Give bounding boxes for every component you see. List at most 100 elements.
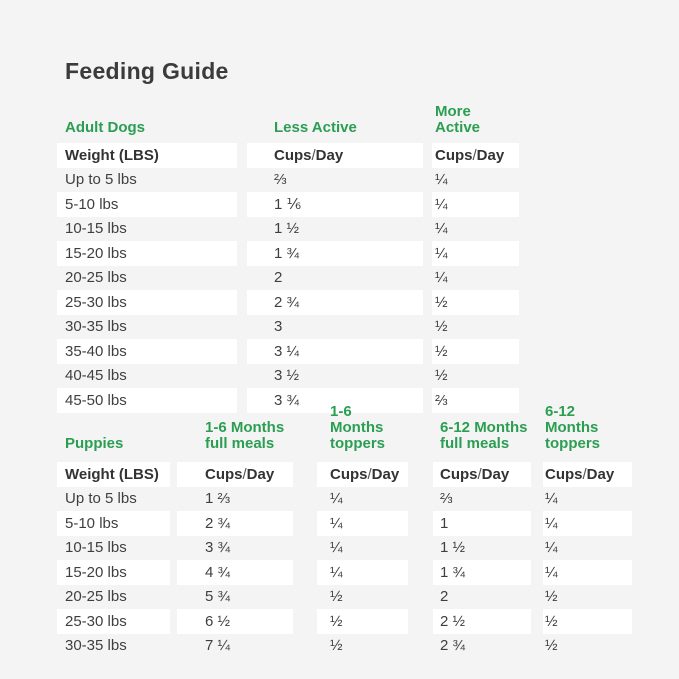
column-gutter: [293, 585, 317, 610]
table-cell: 1 ⅙: [247, 192, 423, 217]
table-cell: ¼: [543, 560, 632, 585]
column-gutter: [170, 634, 177, 659]
header-text: Cups: [440, 465, 478, 483]
column-gutter: [170, 462, 177, 487]
section-header-line: full meals: [205, 435, 275, 452]
column-gutter: [170, 560, 177, 585]
table-cell: ⅔: [440, 490, 453, 508]
table-row: 45-50 lbs 3 ¾ ⅔: [57, 388, 519, 413]
table-cell: 6 ½: [177, 609, 293, 634]
table-cell: ¼: [435, 220, 448, 238]
section-header-line: Puppies: [65, 435, 124, 452]
section-header-line: 6-12 Months: [440, 419, 528, 436]
table-cell: Up to 5 lbs: [65, 490, 137, 508]
table-cell: 25-30 lbs: [57, 290, 237, 315]
section-header-line: More Active: [435, 103, 481, 136]
header-text: Day: [481, 465, 510, 483]
header-text: Day: [371, 465, 400, 483]
column-header: Cups / Day: [543, 462, 632, 487]
table-cell: ½: [330, 588, 343, 606]
header-text: Weight (LBS): [65, 465, 159, 483]
column-gutter: [423, 339, 432, 364]
table-cell: 1 ¾: [247, 241, 423, 266]
slash-separator: /: [477, 465, 482, 483]
column-gutter: [237, 104, 247, 136]
table-cell: ½: [435, 367, 448, 385]
column-gutter: [293, 487, 317, 512]
header-text: Day: [246, 465, 275, 483]
table-row: 35-40 lbs 3 ¼ ½: [57, 339, 519, 364]
table-row: 25-30 lbs 2 ¾ ½: [57, 290, 519, 315]
column-gutter: [408, 536, 433, 561]
column-gutter: [423, 168, 432, 193]
slash-separator: /: [242, 465, 247, 483]
table-cell: ¼: [432, 241, 519, 266]
column-gutter: [170, 585, 177, 610]
table-cell: ¼: [435, 171, 448, 189]
table-cell: ¼: [543, 511, 632, 536]
column-gutter: [531, 487, 543, 512]
table-cell: 5 ¾: [205, 588, 231, 606]
table-cell: 5-10 lbs: [57, 511, 170, 536]
table-row: 30-35 lbs 3 ½: [57, 315, 519, 340]
column-gutter: [408, 560, 433, 585]
column-gutter: [423, 290, 432, 315]
table-cell: 3 ¼: [247, 339, 423, 364]
column-gutter: [237, 364, 247, 389]
section-header-line: 6-12 Months: [545, 403, 599, 436]
column-gutter: [408, 585, 433, 610]
column-gutter: [237, 217, 247, 242]
column-gutter: [170, 404, 177, 452]
table-cell: 35-40 lbs: [57, 339, 237, 364]
column-gutter: [408, 511, 433, 536]
column-gutter: [237, 266, 247, 291]
table-cell: ¼: [545, 539, 558, 557]
header-text: Weight (LBS): [65, 146, 159, 164]
table-cell: 10-15 lbs: [65, 539, 127, 557]
column-gutter: [408, 462, 433, 487]
column-gutter: [531, 536, 543, 561]
table-row: Up to 5 lbs 1 ⅔ ¼ ⅔ ¼: [57, 487, 632, 512]
section-header: 6-12 Months full meals: [433, 420, 531, 452]
column-gutter: [293, 560, 317, 585]
column-gutter: [423, 266, 432, 291]
table-row: 25-30 lbs 6 ½ ½ 2 ½ ½: [57, 609, 632, 634]
table-cell: 3 ½: [274, 367, 300, 385]
table-cell: 2 ¾: [177, 511, 293, 536]
slash-separator: /: [367, 465, 372, 483]
column-gutter: [237, 192, 247, 217]
table-cell: 2 ¾: [247, 290, 423, 315]
table-cell: ½: [543, 609, 632, 634]
table-cell: 45-50 lbs: [57, 388, 237, 413]
adult-dogs-table: Adult Dogs Less Active More Active Weight (…: [57, 104, 519, 413]
section-header-line: full meals: [440, 435, 510, 452]
column-gutter: [237, 315, 247, 340]
table-row: 20-25 lbs 2 ¼: [57, 266, 519, 291]
slash-separator: /: [582, 465, 587, 483]
column-header: Cups / Day: [433, 462, 531, 487]
column-gutter: [423, 241, 432, 266]
table-cell: 20-25 lbs: [65, 588, 127, 606]
table-cell: ½: [432, 339, 519, 364]
column-gutter: [293, 462, 317, 487]
table-cell: ⅔: [432, 388, 519, 413]
column-gutter: [170, 511, 177, 536]
table-cell: ¼: [545, 490, 558, 508]
column-gutter: [531, 585, 543, 610]
column-header: Cups / Day: [317, 462, 408, 487]
section-header-line: 1-6 Months: [330, 403, 384, 436]
table-cell: 2: [274, 269, 283, 287]
column-gutter: [531, 634, 543, 659]
header-text: Day: [315, 146, 344, 164]
column-gutter: [423, 192, 432, 217]
table-cell: 1: [433, 511, 531, 536]
table-cell: Up to 5 lbs: [65, 171, 137, 189]
section-header: Puppies: [57, 436, 170, 452]
slash-separator: /: [311, 146, 316, 164]
table-cell: ¼: [432, 192, 519, 217]
table-cell: ⅔: [274, 171, 287, 189]
column-gutter: [423, 364, 432, 389]
column-gutter: [531, 609, 543, 634]
table-row: 10-15 lbs 1 ½ ¼: [57, 217, 519, 242]
column-gutter: [293, 536, 317, 561]
